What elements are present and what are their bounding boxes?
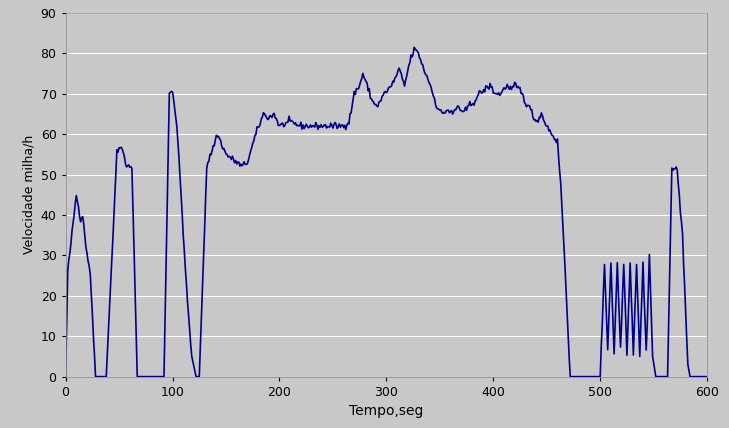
X-axis label: Tempo,seg: Tempo,seg (349, 404, 424, 418)
Y-axis label: Velocidade milha/h: Velocidade milha/h (22, 135, 35, 254)
